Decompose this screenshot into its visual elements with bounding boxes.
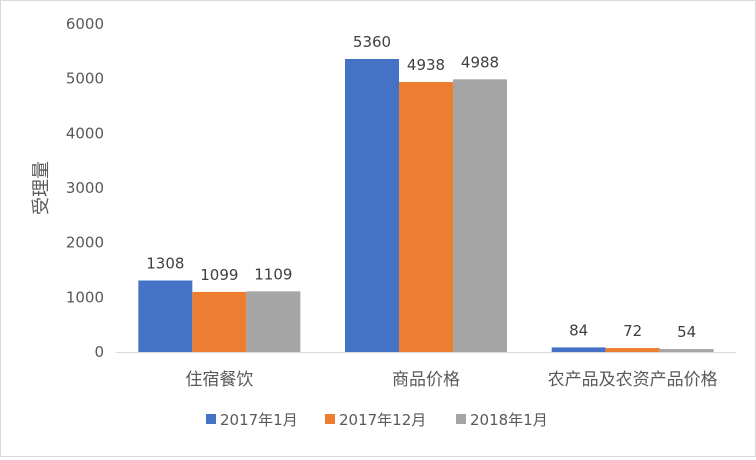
y-tick-label: 2000 bbox=[66, 234, 104, 252]
data-label: 5360 bbox=[353, 33, 391, 51]
y-tick-label: 1000 bbox=[66, 288, 104, 306]
bar bbox=[551, 347, 606, 352]
data-label: 4988 bbox=[461, 53, 499, 71]
x-category-label: 农产品及农资产品价格 bbox=[548, 370, 718, 390]
legend-swatch bbox=[206, 414, 216, 424]
bar bbox=[659, 349, 714, 352]
legend-label: 2017年1月 bbox=[220, 411, 298, 429]
bar bbox=[246, 291, 301, 352]
bar bbox=[453, 79, 507, 353]
data-label: 72 bbox=[623, 322, 642, 340]
data-label: 84 bbox=[569, 321, 588, 339]
data-label: 54 bbox=[677, 323, 696, 341]
legend-label: 2018年1月 bbox=[470, 411, 548, 429]
bar bbox=[345, 58, 399, 353]
data-label: 1308 bbox=[146, 254, 184, 272]
x-category-label: 商品价格 bbox=[392, 370, 460, 390]
x-category-label: 住宿餐饮 bbox=[185, 370, 253, 390]
y-tick-label: 5000 bbox=[66, 70, 104, 88]
data-label: 1099 bbox=[200, 266, 238, 284]
data-label: 1109 bbox=[254, 265, 292, 283]
bar bbox=[192, 291, 247, 352]
legend-swatch bbox=[456, 414, 466, 424]
bar bbox=[399, 82, 453, 352]
y-tick-label: 4000 bbox=[66, 124, 104, 142]
data-label: 4938 bbox=[407, 56, 445, 74]
y-tick-label: 3000 bbox=[66, 179, 104, 197]
y-axis-title: 受理量 bbox=[31, 161, 52, 215]
legend-swatch bbox=[325, 414, 335, 424]
y-tick-label: 0 bbox=[94, 343, 104, 361]
bar bbox=[138, 280, 193, 352]
y-tick-label: 6000 bbox=[66, 15, 104, 33]
legend-label: 2017年12月 bbox=[339, 411, 426, 429]
bar bbox=[605, 348, 660, 352]
